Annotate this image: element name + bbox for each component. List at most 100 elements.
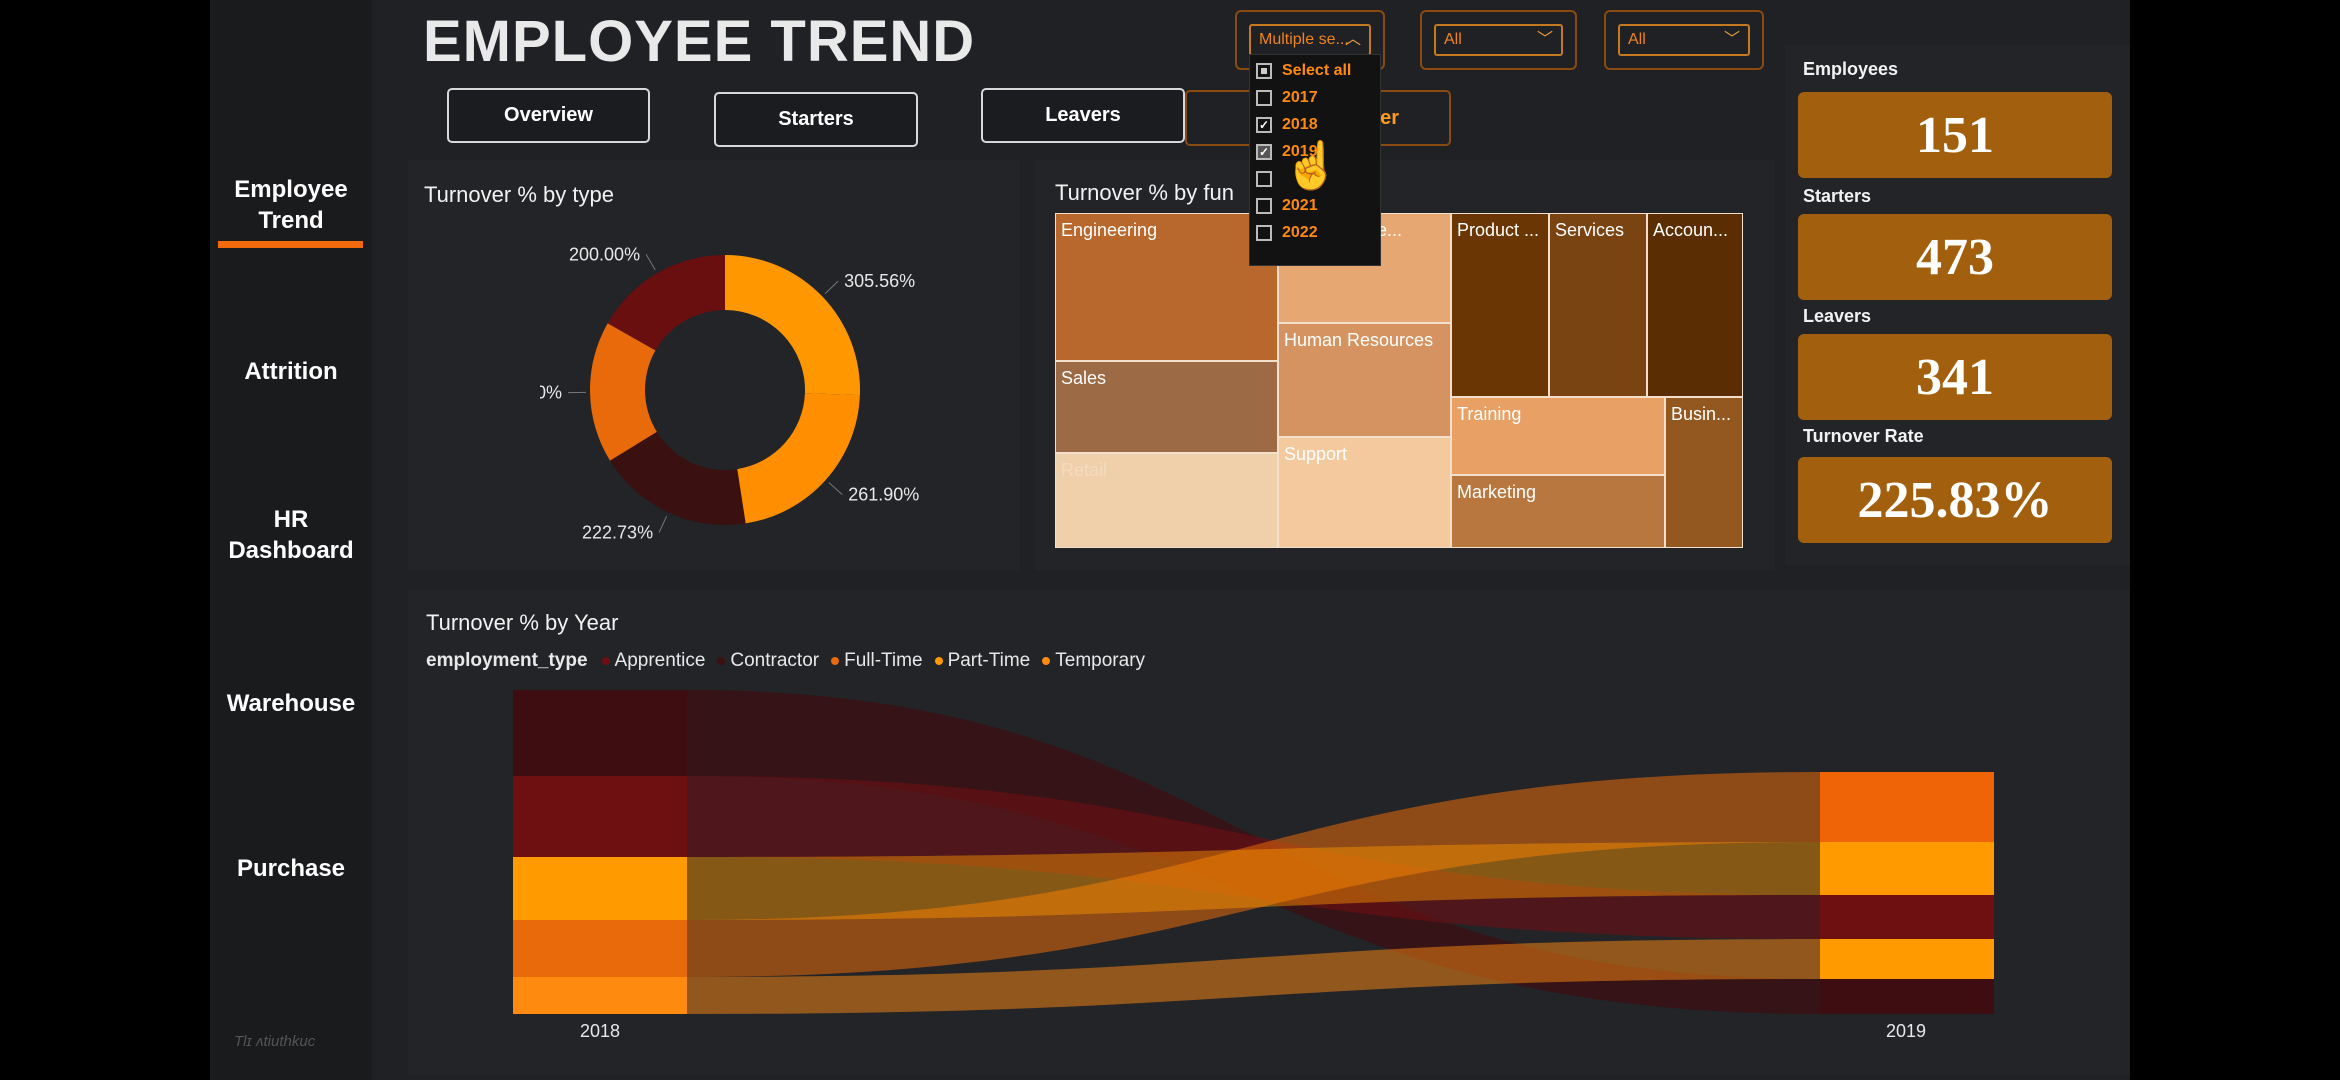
nav-item-employee-trend[interactable]: Employee Trend bbox=[234, 176, 348, 234]
checkbox[interactable] bbox=[1256, 225, 1272, 241]
ribbon-bar-2019-contractor[interactable] bbox=[1820, 979, 1994, 1014]
year-slicer-value: Multiple se... bbox=[1259, 31, 1349, 48]
checkbox-checked[interactable]: ✓ bbox=[1256, 144, 1272, 160]
ribbon-legend: employment_type Apprentice Contractor Fu… bbox=[426, 650, 1157, 672]
filter-slicer-3[interactable]: All ﹀ bbox=[1604, 10, 1764, 70]
year-slicer-box[interactable]: Multiple se... ︿ bbox=[1249, 24, 1371, 56]
donut-slice[interactable] bbox=[607, 255, 725, 351]
kpi-card-employees: 151 bbox=[1798, 92, 2112, 178]
treemap-tile-label: Sales bbox=[1061, 368, 1107, 388]
treemap-tile-label: Accoun... bbox=[1653, 220, 1729, 240]
treemap-tile-support[interactable]: Support bbox=[1278, 437, 1451, 548]
kpi-card-turnover-rate: 225.83% bbox=[1798, 457, 2112, 543]
treemap-tile-training[interactable]: Training bbox=[1451, 397, 1665, 475]
treemap-tile-retail[interactable]: Retail bbox=[1055, 453, 1278, 548]
legend-dot bbox=[601, 657, 610, 665]
legend-item-part-time[interactable]: Part-Time bbox=[934, 650, 1031, 672]
treemap-tile-product[interactable]: Product ... bbox=[1451, 213, 1549, 397]
treemap-tile-marketing[interactable]: Marketing bbox=[1451, 475, 1665, 548]
donut-slice[interactable] bbox=[590, 323, 657, 461]
filter-slicer-2-box[interactable]: All ﹀ bbox=[1434, 24, 1563, 56]
dropdown-item-label: Select all bbox=[1282, 62, 1352, 79]
dropdown-item-2022[interactable]: 2022 bbox=[1256, 222, 1318, 244]
ribbon-bar-2018-contractor[interactable] bbox=[513, 690, 687, 776]
checkbox[interactable] bbox=[1256, 171, 1272, 187]
treemap-chart-title: Turnover % by fun bbox=[1055, 180, 1234, 205]
dropdown-item-2017[interactable]: 2017 bbox=[1256, 87, 1318, 109]
ribbon-bar-2019-temporary[interactable] bbox=[1820, 939, 1994, 979]
tab-starters[interactable]: Starters bbox=[714, 92, 918, 147]
x-axis-label-2018: 2018 bbox=[580, 1021, 620, 1041]
legend-item-full-time[interactable]: Full-Time bbox=[831, 650, 923, 672]
treemap-tile-accounting[interactable]: Accoun... bbox=[1647, 213, 1743, 397]
treemap-tile-label: Marketing bbox=[1457, 482, 1537, 502]
nav-item-warehouse[interactable]: Warehouse bbox=[226, 690, 356, 717]
filter-slicer-2[interactable]: All ﹀ bbox=[1420, 10, 1577, 70]
treemap-tile-sales[interactable]: Sales bbox=[1055, 361, 1278, 453]
donut-data-label: 202.90% bbox=[540, 383, 562, 403]
kpi-label-employees: Employees bbox=[1803, 59, 1899, 79]
donut-slice[interactable] bbox=[725, 255, 860, 396]
treemap-tile-label: Training bbox=[1457, 404, 1522, 424]
legend-label: Contractor bbox=[730, 650, 820, 671]
page-title: EMPLOYEE TREND bbox=[423, 9, 976, 74]
legend-item-contractor[interactable]: Contractor bbox=[717, 650, 819, 672]
nav-item-purchase[interactable]: Purchase bbox=[236, 855, 346, 882]
checkbox[interactable] bbox=[1256, 90, 1272, 106]
legend-label: Temporary bbox=[1055, 650, 1146, 671]
treemap-tile-label: Product ... bbox=[1457, 220, 1540, 240]
tab-overview[interactable]: Overview bbox=[447, 88, 650, 143]
legend-label: Apprentice bbox=[614, 650, 706, 671]
nav-item-attrition[interactable]: Attrition bbox=[244, 358, 338, 385]
ribbon-bar-2018-apprentice[interactable] bbox=[513, 776, 687, 857]
donut-slice[interactable] bbox=[737, 393, 860, 524]
ribbon-temporary[interactable] bbox=[687, 939, 1820, 1014]
treemap-tile-label: Services bbox=[1555, 220, 1625, 240]
ribbon-bar-2018-full-time[interactable] bbox=[513, 920, 687, 977]
legend-item-temporary[interactable]: Temporary bbox=[1042, 650, 1145, 672]
ribbon-bar-2018-temporary[interactable] bbox=[513, 977, 687, 1014]
legend-dot bbox=[717, 657, 726, 665]
dropdown-item-2020[interactable]: 0 bbox=[1256, 168, 1313, 190]
treemap-tile-services[interactable]: Services bbox=[1549, 213, 1647, 397]
dropdown-item-2021[interactable]: 2021 bbox=[1256, 195, 1318, 217]
donut-slice[interactable] bbox=[609, 431, 746, 525]
treemap-chart: Engineering Sales Retail nd De... Human … bbox=[1055, 213, 1743, 548]
treemap-tile-human-resources[interactable]: Human Resources bbox=[1278, 323, 1451, 437]
ribbon-bar-2019-full-time[interactable] bbox=[1820, 772, 1994, 842]
treemap-tile-label: Support bbox=[1284, 444, 1348, 464]
footer-watermark: Tlɪ ʌtiuthkuc bbox=[234, 1033, 316, 1050]
checkbox[interactable] bbox=[1256, 63, 1272, 79]
kpi-card-starters: 473 bbox=[1798, 214, 2112, 300]
filter-slicer-3-box[interactable]: All ﹀ bbox=[1618, 24, 1750, 56]
nav-item-hr-dashboard[interactable]: HR Dashboard bbox=[228, 506, 354, 564]
legend-item-apprentice[interactable]: Apprentice bbox=[601, 650, 706, 672]
ribbon-bar-2018-part-time[interactable] bbox=[513, 857, 687, 920]
ribbon-full-time[interactable] bbox=[687, 772, 1820, 977]
ribbon-part-time[interactable] bbox=[687, 842, 1820, 920]
treemap-tile-label: Engineering bbox=[1061, 220, 1158, 240]
ribbon-bar-2019-part-time[interactable] bbox=[1820, 842, 1994, 895]
dropdown-item-label: 2019 bbox=[1282, 143, 1318, 160]
legend-dot bbox=[831, 657, 840, 665]
kpi-label-turnover-rate: Turnover Rate bbox=[1803, 426, 1924, 446]
dropdown-item-label: 0 bbox=[1304, 170, 1313, 187]
donut-leader-line bbox=[828, 482, 843, 495]
checkbox-checked[interactable]: ✓ bbox=[1256, 117, 1272, 133]
dropdown-item-2018[interactable]: ✓ 2018 bbox=[1256, 114, 1318, 136]
kpi-label-leavers: Leavers bbox=[1803, 306, 1872, 326]
donut-data-label: 261.90% bbox=[848, 484, 919, 504]
ribbon-bar-2019-apprentice[interactable] bbox=[1820, 895, 1994, 939]
filter-slicer-2-value: All bbox=[1444, 31, 1462, 48]
dropdown-item-select-all[interactable]: Select all bbox=[1256, 60, 1351, 82]
dropdown-item-2019[interactable]: ✓ 2019 bbox=[1256, 141, 1318, 163]
tab-leavers[interactable]: Leavers bbox=[981, 88, 1185, 143]
treemap-tile-business[interactable]: Busin... bbox=[1665, 397, 1743, 548]
checkbox[interactable] bbox=[1256, 198, 1272, 214]
legend-label: Part-Time bbox=[947, 650, 1031, 671]
kpi-card-leavers: 341 bbox=[1798, 334, 2112, 420]
chevron-down-icon: ﹀ bbox=[1723, 31, 1740, 48]
legend-title: employment_type bbox=[426, 650, 588, 671]
treemap-tile-engineering[interactable]: Engineering bbox=[1055, 213, 1278, 361]
